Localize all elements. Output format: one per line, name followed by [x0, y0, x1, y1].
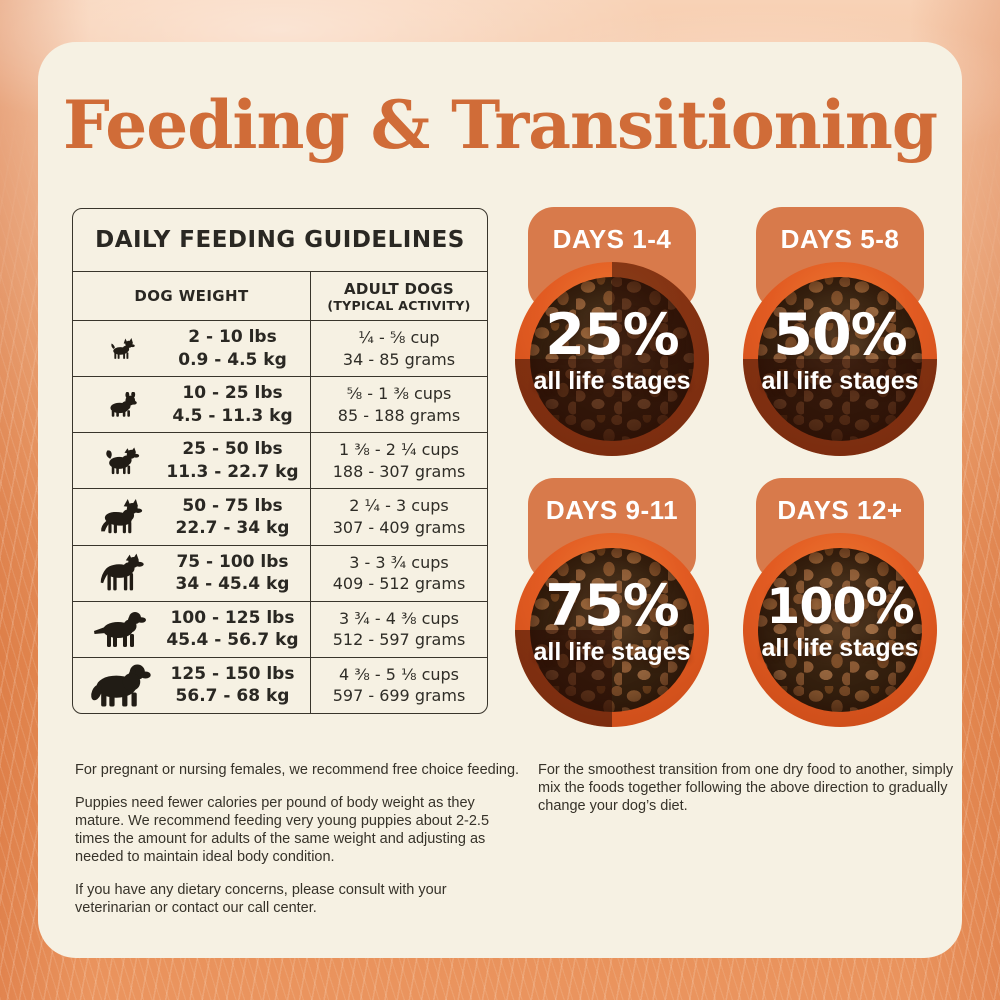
stage-days-5-8: DAYS 5-8 50% all life stages	[740, 207, 940, 457]
stage-percent: 25%	[545, 301, 679, 368]
stage-days-1-4: DAYS 1-4 25% all life stages	[512, 207, 712, 457]
amount-cups: 3 ¾ - 4 ⅜ cups	[338, 608, 459, 628]
weight-lbs: 2 - 10 lbs	[188, 327, 277, 348]
column-header-dog-weight: DOG WEIGHT	[73, 272, 311, 320]
amount-grams: 34 - 85 grams	[342, 349, 456, 369]
feeding-amount-cell: 3 ¾ - 4 ⅜ cups 512 - 597 grams	[311, 602, 487, 657]
table-row: 75 - 100 lbs 34 - 45.4 kg 3 - 3 ¾ cups 4…	[73, 545, 487, 602]
weight-kg: 4.5 - 11.3 kg	[172, 405, 293, 426]
amount-cups: 1 ⅜ - 2 ¼ cups	[338, 440, 459, 460]
amount-cups: 2 ¼ - 3 cups	[349, 496, 449, 516]
amount-cups: ¼ - ⅝ cup	[358, 327, 440, 347]
mix-ratio-overlay	[743, 262, 937, 456]
dog-weight-cell: 50 - 75 lbs 22.7 - 34 kg	[73, 489, 311, 545]
amount-grams: 409 - 512 grams	[332, 574, 466, 594]
stage-note: all life stages	[533, 366, 691, 395]
footnote-puppies: Puppies need fewer calories per pound of…	[75, 794, 490, 865]
french-bulldog-icon	[81, 391, 161, 418]
amount-grams: 85 - 188 grams	[337, 405, 461, 425]
stage-days-label: DAYS 5-8	[780, 224, 900, 254]
dog-weight-cell: 75 - 100 lbs 34 - 45.4 kg	[73, 545, 311, 601]
weight-lbs: 10 - 25 lbs	[182, 383, 283, 404]
stage-days-label: DAYS 12+	[777, 495, 903, 525]
footnote-transition: For the smoothest transition from one dr…	[538, 762, 954, 814]
kibble-bowl: 75% all life stages	[515, 533, 709, 727]
weight-kg: 11.3 - 22.7 kg	[166, 461, 299, 482]
weight-lbs: 75 - 100 lbs	[176, 551, 289, 572]
dog-weight-cell: 125 - 150 lbs 56.7 - 68 kg	[73, 657, 311, 713]
weight-lbs: 100 - 125 lbs	[170, 607, 295, 628]
feeding-amount-cell: 2 ¼ - 3 cups 307 - 409 grams	[311, 489, 487, 544]
footnote-dietary: If you have any dietary concerns, please…	[75, 881, 447, 916]
amount-cups: 3 - 3 ¾ cups	[349, 552, 449, 572]
stage-days-label: DAYS 9-11	[545, 495, 679, 525]
infographic-card: Feeding & Transitioning DAILY FEEDING GU…	[38, 42, 962, 958]
chihuahua-icon	[81, 337, 161, 360]
table-header-row: DOG WEIGHT ADULT DOGS (TYPICAL ACTIVITY)	[73, 272, 487, 321]
stage-days-12-plus: DAYS 12+ 100% all life stages	[740, 478, 940, 728]
adult-dogs-label: ADULT DOGS	[343, 279, 455, 298]
dog-weight-cell: 25 - 50 lbs 11.3 - 22.7 kg	[73, 433, 311, 489]
amount-cups: 4 ⅜ - 5 ⅛ cups	[338, 664, 459, 684]
table-row: 2 - 10 lbs 0.9 - 4.5 kg ¼ - ⅝ cup 34 - 8…	[73, 321, 487, 378]
dog-weight-cell: 10 - 25 lbs 4.5 - 11.3 kg	[73, 377, 311, 433]
feeding-amount-cell: ¼ - ⅝ cup 34 - 85 grams	[311, 321, 487, 376]
feeding-amount-cell: 3 - 3 ¾ cups 409 - 512 grams	[311, 546, 487, 601]
feeding-amount-cell: ⅝ - 1 ⅜ cups 85 - 188 grams	[311, 377, 487, 432]
transition-footnote: For the smoothest transition from one dr…	[538, 762, 962, 831]
feeding-amount-cell: 4 ⅜ - 5 ⅛ cups 597 - 699 grams	[311, 658, 487, 713]
dog-weight-cell: 2 - 10 lbs 0.9 - 4.5 kg	[73, 321, 311, 377]
kibble-bowl: 25% all life stages	[515, 262, 709, 456]
column-header-adult-dogs: ADULT DOGS (TYPICAL ACTIVITY)	[311, 272, 487, 320]
table-row: 50 - 75 lbs 22.7 - 34 kg 2 ¼ - 3 cups 30…	[73, 489, 487, 546]
labrador-icon	[81, 609, 161, 649]
weight-kg: 22.7 - 34 kg	[175, 517, 290, 538]
mix-ratio-overlay	[743, 533, 937, 727]
weight-lbs: 50 - 75 lbs	[182, 495, 283, 516]
page-title: Feeding & Transitioning	[63, 86, 938, 164]
stage-note: all life stages	[761, 633, 919, 662]
stage-percent: 100%	[766, 577, 914, 635]
weight-kg: 56.7 - 68 kg	[175, 686, 290, 707]
stage-days-9-11: DAYS 9-11 75% all life stages	[512, 478, 712, 728]
amount-grams: 188 - 307 grams	[332, 461, 466, 481]
mix-ratio-overlay	[515, 533, 709, 727]
weight-kg: 0.9 - 4.5 kg	[178, 349, 287, 370]
kibble-bowl: 50% all life stages	[743, 262, 937, 456]
stage-percent: 50%	[773, 301, 907, 368]
spitz-icon	[81, 446, 161, 476]
great-dane-icon	[81, 552, 161, 594]
weight-kg: 34 - 45.4 kg	[175, 574, 290, 595]
stage-percent: 75%	[545, 572, 679, 639]
daily-feeding-guidelines-table: DAILY FEEDING GUIDELINES DOG WEIGHT ADUL…	[72, 208, 488, 714]
amount-cups: ⅝ - 1 ⅜ cups	[346, 384, 452, 404]
table-row: 10 - 25 lbs 4.5 - 11.3 kg ⅝ - 1 ⅜ cups 8…	[73, 377, 487, 434]
stage-days-label: DAYS 1-4	[552, 224, 672, 254]
feeding-footnotes: For pregnant or nursing females, we reco…	[75, 762, 525, 933]
weight-lbs: 125 - 150 lbs	[170, 663, 295, 684]
table-row: 125 - 150 lbs 56.7 - 68 kg 4 ⅜ - 5 ⅛ cup…	[73, 657, 487, 713]
weight-kg: 45.4 - 56.7 kg	[166, 630, 299, 651]
table-row: 25 - 50 lbs 11.3 - 22.7 kg 1 ⅜ - 2 ¼ cup…	[73, 433, 487, 490]
kibble-bowl: 100% all life stages	[743, 533, 937, 727]
amount-grams: 597 - 699 grams	[332, 686, 466, 706]
table-row: 100 - 125 lbs 45.4 - 56.7 kg 3 ¾ - 4 ⅜ c…	[73, 601, 487, 658]
dog-weight-cell: 100 - 125 lbs 45.4 - 56.7 kg	[73, 601, 311, 657]
stage-note: all life stages	[533, 637, 691, 666]
amount-grams: 512 - 597 grams	[332, 630, 466, 650]
mix-ratio-overlay	[515, 262, 709, 456]
feeding-amount-cell: 1 ⅜ - 2 ¼ cups 188 - 307 grams	[311, 433, 487, 488]
table-title: DAILY FEEDING GUIDELINES	[73, 209, 487, 272]
stage-note: all life stages	[761, 366, 919, 395]
weight-lbs: 25 - 50 lbs	[182, 439, 283, 460]
german-shepherd-icon	[81, 498, 161, 535]
typical-activity-label: (TYPICAL ACTIVITY)	[327, 297, 471, 313]
amount-grams: 307 - 409 grams	[332, 517, 466, 537]
footnote-pregnant: For pregnant or nursing females, we reco…	[75, 762, 520, 778]
newfoundland-icon	[81, 662, 161, 709]
